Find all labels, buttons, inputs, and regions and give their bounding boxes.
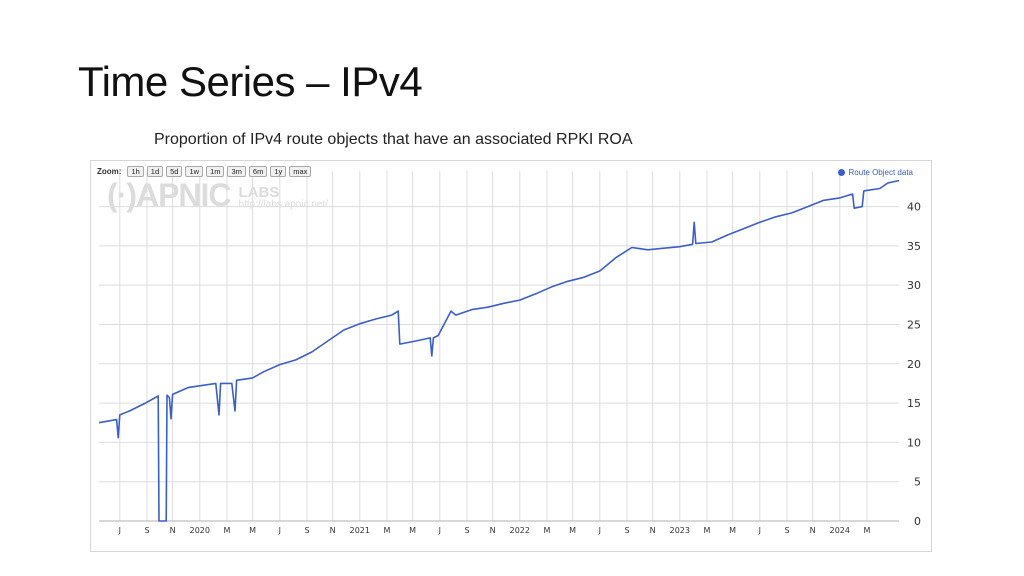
zoom-1w-button[interactable]: 1w bbox=[185, 166, 204, 177]
x-tick-label: N bbox=[330, 526, 336, 535]
x-tick-label: J bbox=[598, 526, 601, 535]
x-tick-label: M bbox=[384, 526, 391, 535]
line-chart: J S N 2020 M M J S N 2021 M M J S N 2022 M M J S N 2023 M M J S N 2… bbox=[98, 171, 921, 535]
zoom-1y-button[interactable]: 1y bbox=[270, 166, 287, 177]
zoom-5d-button[interactable]: 5d bbox=[166, 166, 183, 177]
x-tick-label: M bbox=[249, 526, 256, 535]
apnic-labs-watermark: (·)APNIC LABS http://labs.apnic.net/ bbox=[107, 179, 328, 211]
x-tick-label: N bbox=[490, 526, 496, 535]
x-tick-label: N bbox=[810, 526, 816, 535]
x-tick-label: M bbox=[704, 526, 711, 535]
x-tick-label: M bbox=[544, 526, 551, 535]
x-tick-label: J bbox=[758, 526, 761, 535]
y-tick-label: 15 bbox=[907, 397, 921, 410]
x-tick-label: 2021 bbox=[350, 526, 370, 535]
series-line bbox=[98, 179, 900, 522]
x-tick-label: J bbox=[438, 526, 441, 535]
zoom-1m-button[interactable]: 1m bbox=[206, 166, 225, 177]
x-tick-label: S bbox=[624, 526, 629, 535]
zoom-label: Zoom: bbox=[97, 167, 122, 176]
x-tick-label: 2022 bbox=[510, 526, 530, 535]
y-tick-label: 25 bbox=[907, 318, 921, 331]
zoom-6m-button[interactable]: 6m bbox=[248, 166, 268, 177]
zoom-1d-button[interactable]: 1d bbox=[146, 166, 164, 177]
y-tick-label: 35 bbox=[907, 240, 921, 253]
x-tick-label: M bbox=[409, 526, 416, 535]
x-tick-label: S bbox=[144, 526, 149, 535]
y-tick-label: 40 bbox=[907, 201, 921, 214]
x-tick-label: M bbox=[224, 526, 231, 535]
x-tick-label: S bbox=[464, 526, 469, 535]
legend-marker-icon bbox=[837, 169, 845, 176]
x-tick-label: M bbox=[569, 526, 576, 535]
chart-container: (·)APNIC LABS http://labs.apnic.net/ J S N… bbox=[90, 160, 932, 552]
x-tick-label: N bbox=[650, 526, 656, 535]
x-tick-label: J bbox=[278, 526, 281, 535]
apnic-logo: (·)APNIC bbox=[107, 177, 232, 213]
y-tick-label: 0 bbox=[914, 515, 921, 528]
x-tick-label: 2023 bbox=[670, 526, 690, 535]
x-tick-label: 2020 bbox=[190, 526, 210, 535]
zoom-toolbar: Zoom: 1h 1d 5d 1w 1m 3m 6m 1y max bbox=[97, 166, 312, 177]
zoom-3m-button[interactable]: 3m bbox=[227, 166, 246, 177]
zoom-max-button[interactable]: max bbox=[289, 166, 312, 177]
y-tick-label: 10 bbox=[907, 436, 921, 449]
slide-title: Time Series – IPv4 bbox=[78, 58, 423, 105]
y-tick-label: 5 bbox=[914, 476, 921, 489]
watermark-url: http://labs.apnic.net/ bbox=[238, 199, 329, 210]
labs-label: LABS bbox=[238, 184, 280, 201]
x-tick-label: N bbox=[170, 526, 176, 535]
chart-legend[interactable]: Route Object data bbox=[837, 168, 913, 177]
x-tick-label: S bbox=[784, 526, 789, 535]
chart-subtitle: Proportion of IPv4 route objects that ha… bbox=[154, 131, 633, 148]
y-tick-label: 20 bbox=[907, 358, 921, 371]
y-tick-label: 30 bbox=[907, 279, 921, 292]
x-tick-label: M bbox=[729, 526, 736, 535]
x-tick-label: M bbox=[864, 526, 871, 535]
x-tick-label: 2024 bbox=[830, 526, 850, 535]
x-tick-label: J bbox=[118, 526, 121, 535]
legend-label: Route Object data bbox=[848, 168, 913, 177]
x-tick-label: S bbox=[304, 526, 309, 535]
zoom-1h-button[interactable]: 1h bbox=[127, 166, 144, 177]
